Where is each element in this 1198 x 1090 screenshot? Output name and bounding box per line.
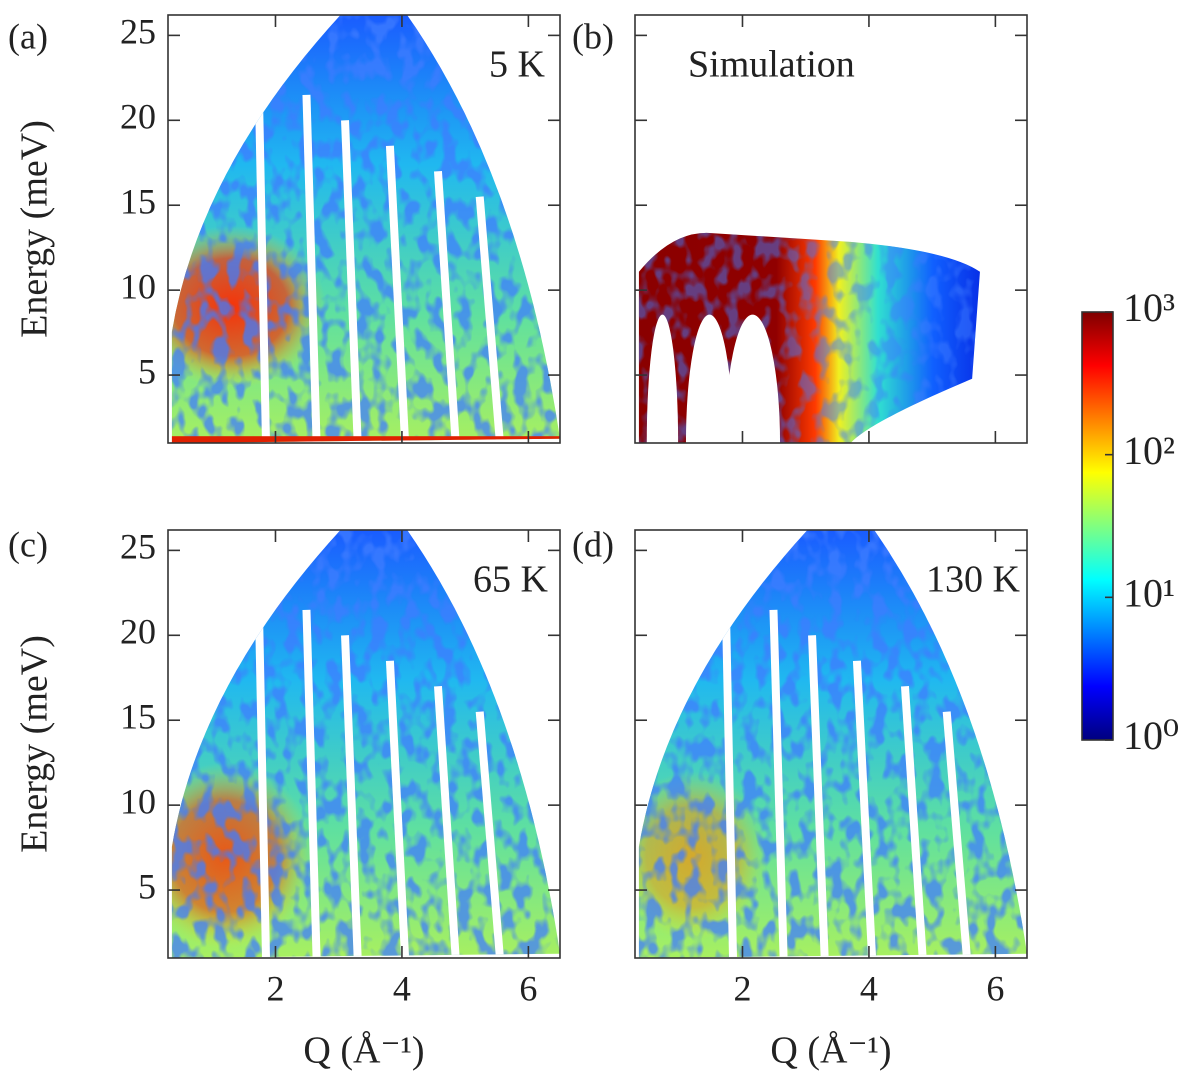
y-tick-label: 15 — [120, 696, 156, 736]
x-tick-label: 4 — [393, 968, 411, 1008]
x-tick-label: 4 — [860, 968, 878, 1008]
elastic-line — [171, 436, 560, 443]
x-tick-label: 6 — [519, 968, 537, 1008]
detector-gap — [302, 609, 321, 958]
panel-label: (d) — [572, 524, 614, 564]
colorbar-fill — [1081, 311, 1114, 741]
intensity-map — [638, 232, 980, 443]
y-tick-label: 5 — [138, 866, 156, 906]
detector-gap — [433, 685, 460, 958]
plot-frame — [167, 14, 561, 444]
plot-frame — [634, 14, 1028, 444]
y-tick-label: 10 — [120, 781, 156, 821]
heatmap-panel: (b) Simulation — [572, 14, 1028, 444]
y-tick-label: 10 — [120, 266, 156, 306]
detector-gap — [852, 660, 877, 958]
detector-gap — [475, 196, 504, 443]
plot-frame — [634, 529, 1028, 959]
y-tick-label: 15 — [120, 181, 156, 221]
y-axis-label: Energy (meV) — [14, 120, 56, 338]
colorbar-tick-label: 10⁰ — [1123, 713, 1179, 758]
detector-gap — [475, 711, 504, 958]
heatmap-panel: 2 4 6 5 10 15 20 25 Energy (meV) Q (Å⁻¹) (c) 65 K — [8, 524, 561, 1072]
y-tick-label: 5 — [138, 351, 156, 391]
colorbar-tick-label: 10² — [1123, 428, 1175, 473]
panel-label: (b) — [572, 16, 614, 56]
intensity-map — [171, 530, 560, 958]
annotation: Simulation — [688, 44, 855, 86]
detector-gap — [341, 120, 362, 443]
detector-gap — [900, 685, 927, 958]
detector-gap — [254, 584, 270, 958]
x-tick-label: 2 — [733, 968, 751, 1008]
annotation: 130 K — [926, 559, 1021, 601]
detector-gap — [942, 711, 971, 958]
detector-gap — [341, 635, 362, 958]
y-tick-label: 25 — [120, 527, 156, 567]
detector-gap — [385, 145, 410, 443]
detector-gap — [254, 69, 270, 443]
detector-gap — [721, 584, 737, 958]
y-axis-label: Energy (meV) — [14, 635, 56, 853]
detector-gap — [302, 94, 321, 443]
annotation: 5 K — [489, 44, 546, 86]
colorbar-tick-label: 10¹ — [1123, 571, 1175, 616]
heatmap-panel: 2 4 6 Q (Å⁻¹) (d) 130 K — [572, 524, 1028, 1072]
detector-gap — [808, 635, 829, 958]
colorbar: 10⁰ 10¹ 10² 10³ — [1081, 285, 1179, 758]
plot-frame — [167, 529, 561, 959]
detector-gap — [433, 170, 460, 443]
annotation: 65 K — [473, 559, 549, 601]
kinematic-hole — [646, 314, 679, 443]
x-tick-label: 6 — [986, 968, 1004, 1008]
detector-gap — [385, 660, 410, 958]
panel-label: (c) — [8, 524, 48, 564]
panel-label: (a) — [8, 16, 48, 56]
y-tick-label: 20 — [120, 97, 156, 137]
detector-gap — [769, 609, 788, 958]
kinematic-hole — [685, 314, 733, 443]
y-tick-label: 20 — [120, 612, 156, 652]
y-tick-label: 25 — [120, 12, 156, 52]
x-axis-label: Q (Å⁻¹) — [303, 1030, 424, 1072]
kinematic-hole — [725, 314, 781, 443]
heatmap-panel: 5 10 15 20 25 Energy (meV) (a) 5 K — [8, 12, 561, 444]
colorbar-tick-label: 10³ — [1123, 285, 1175, 330]
x-axis-label: Q (Å⁻¹) — [770, 1030, 891, 1072]
x-tick-label: 2 — [266, 968, 284, 1008]
